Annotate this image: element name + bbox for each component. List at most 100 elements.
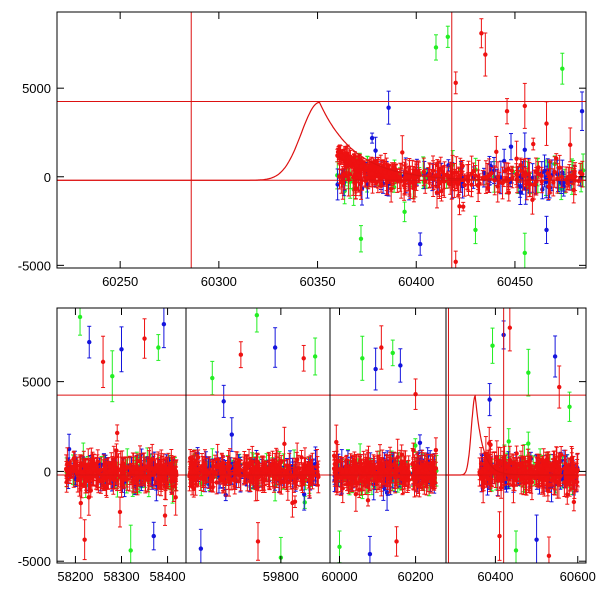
top-red-point bbox=[338, 153, 344, 158]
top-red-point bbox=[502, 168, 508, 174]
top-green-outlier bbox=[358, 236, 364, 241]
top-red-point bbox=[510, 175, 515, 180]
seg0-red-point bbox=[134, 470, 140, 475]
seg1-green-point bbox=[302, 500, 307, 505]
x-tick-label: 60250 bbox=[102, 274, 138, 289]
top-red-outlier bbox=[544, 121, 549, 126]
top-panel: -5000 0 5000 60250 60300 60350 60400 60450 bbox=[18, 11, 587, 289]
y-tick-label: -5000 bbox=[18, 258, 51, 273]
top-red-point bbox=[403, 175, 409, 180]
seg0-red-point bbox=[91, 467, 96, 472]
seg0-red-point bbox=[155, 463, 160, 468]
top-blue-point bbox=[373, 148, 378, 153]
top-blue-point bbox=[446, 163, 451, 168]
top-red-point bbox=[475, 182, 481, 188]
top-red-point bbox=[471, 168, 476, 174]
top-red-outlier bbox=[568, 142, 573, 148]
seg1-blue-point bbox=[229, 432, 234, 437]
top-red-point bbox=[530, 197, 535, 203]
seg0-outlier bbox=[82, 537, 87, 542]
seg0-red-point bbox=[171, 484, 176, 489]
top-red-point bbox=[555, 176, 560, 181]
seg0-red-point bbox=[64, 473, 69, 479]
top-red-point bbox=[536, 171, 541, 177]
seg0-red-point bbox=[114, 448, 119, 453]
seg0-red-point bbox=[118, 466, 123, 472]
top-red-point bbox=[378, 168, 383, 174]
seg0-red-point bbox=[79, 470, 84, 475]
top-red-point bbox=[434, 190, 440, 195]
top-red-point bbox=[489, 171, 494, 176]
top-red-point bbox=[547, 175, 553, 180]
top-red-point bbox=[359, 158, 364, 164]
seg0-red-point bbox=[162, 513, 168, 518]
top-red-point bbox=[495, 174, 501, 180]
bottom-plot-area bbox=[57, 308, 586, 563]
seg0-red-point bbox=[169, 462, 174, 467]
seg0-red-point bbox=[151, 472, 157, 477]
seg0-outlier bbox=[87, 339, 92, 345]
seg0-outlier bbox=[100, 359, 106, 365]
seg0-outlier bbox=[110, 374, 115, 379]
top-blue-point bbox=[543, 179, 549, 185]
seg0-red-point bbox=[125, 464, 130, 470]
top-red-point bbox=[461, 204, 466, 209]
seg0-outlier bbox=[77, 314, 83, 320]
top-blue-outlier bbox=[386, 105, 391, 110]
seg0-red-point bbox=[88, 488, 93, 493]
top-red-point bbox=[386, 170, 392, 176]
top-red-point bbox=[460, 163, 465, 169]
seg0-red-point bbox=[137, 458, 143, 463]
seg0-outlier bbox=[156, 345, 161, 350]
top-blue-point bbox=[540, 187, 545, 192]
top-blue-point bbox=[369, 135, 375, 141]
seg0-red-point bbox=[124, 477, 130, 482]
seg0-red-point bbox=[117, 509, 123, 515]
seg1-blue-point bbox=[301, 492, 307, 497]
top-blue-point bbox=[501, 158, 507, 164]
seg0-outlier bbox=[142, 336, 147, 341]
top-red-point bbox=[407, 174, 412, 179]
top-blue-outlier bbox=[579, 109, 585, 114]
top-red-point bbox=[518, 168, 524, 174]
top-red-point bbox=[485, 174, 490, 180]
top-blue-point bbox=[522, 147, 527, 152]
top-red-point bbox=[369, 171, 375, 176]
seg0-red-point bbox=[84, 478, 89, 484]
plot-frame bbox=[56, 11, 587, 269]
top-blue-outlier bbox=[508, 144, 514, 149]
seg0-red-point bbox=[166, 468, 171, 474]
top-red-point bbox=[551, 180, 556, 185]
top-red-point bbox=[438, 167, 443, 172]
top-red-point bbox=[567, 175, 572, 180]
y-tick-label: 0 bbox=[44, 170, 51, 185]
seg1-red-point bbox=[282, 441, 287, 447]
top-blue-outlier bbox=[544, 227, 549, 233]
seg1-red-point bbox=[226, 476, 232, 481]
top-red-outlier bbox=[483, 52, 488, 57]
seg0-red-point bbox=[100, 472, 106, 477]
top-green-outlier bbox=[473, 227, 478, 233]
top-red-point bbox=[354, 163, 360, 168]
top-red-point bbox=[527, 182, 533, 187]
top-red-point bbox=[514, 156, 519, 161]
top-red-outlier bbox=[504, 109, 510, 114]
top-green-outlier bbox=[560, 66, 565, 71]
top-red-point bbox=[565, 180, 570, 186]
top-red-point bbox=[444, 172, 450, 177]
seg0-red-point bbox=[108, 472, 113, 477]
top-red-point bbox=[494, 149, 499, 155]
top-red-point bbox=[364, 165, 369, 170]
seg0-red-point bbox=[78, 500, 84, 506]
seg0-red-point bbox=[147, 458, 152, 463]
seg0-red-point bbox=[95, 459, 101, 464]
seg0-red-point bbox=[128, 466, 133, 472]
top-red-point bbox=[485, 185, 491, 191]
seg0-red-point bbox=[173, 471, 179, 477]
top-red-point bbox=[536, 165, 541, 170]
top-red-point bbox=[400, 150, 405, 155]
top-red-point bbox=[531, 141, 536, 147]
